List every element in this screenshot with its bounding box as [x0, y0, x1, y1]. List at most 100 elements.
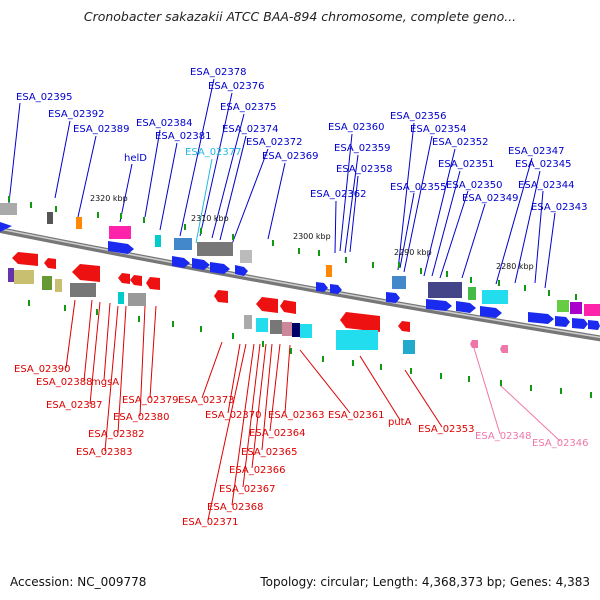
gene-arrow[interactable]: [386, 292, 400, 303]
gene-block[interactable]: [128, 293, 146, 306]
gene-label-esa-02368[interactable]: ESA_02368: [207, 502, 264, 513]
gene-block[interactable]: [557, 300, 569, 312]
gene-label-puta[interactable]: putA: [388, 417, 412, 428]
gene-label-esa-02347[interactable]: ESA_02347: [508, 146, 565, 157]
gene-label-mgsa[interactable]: mgsA: [91, 377, 119, 388]
gene-arrow[interactable]: [72, 264, 100, 282]
gene-arrow[interactable]: [192, 258, 210, 270]
gene-label-esa-02382[interactable]: ESA_02382: [88, 429, 145, 440]
gene-label-esa-02370[interactable]: ESA_02370: [205, 410, 262, 421]
gene-arrow[interactable]: [210, 262, 230, 274]
gene-label-esa-02358[interactable]: ESA_02358: [336, 164, 393, 175]
gene-label-esa-02366[interactable]: ESA_02366: [229, 465, 286, 476]
gene-label-esa-02350[interactable]: ESA_02350: [446, 180, 503, 191]
gene-arrow[interactable]: [572, 318, 588, 329]
gene-label-esa-02381[interactable]: ESA_02381: [155, 131, 212, 142]
gene-label-esa-02359[interactable]: ESA_02359: [334, 143, 391, 154]
gene-label-esa-02344[interactable]: ESA_02344: [518, 180, 575, 191]
gene-block[interactable]: [47, 212, 53, 224]
gene-block[interactable]: [55, 279, 62, 292]
gene-block[interactable]: [109, 226, 131, 239]
gene-block[interactable]: [76, 217, 82, 229]
gene-label-esa-02367[interactable]: ESA_02367: [219, 484, 276, 495]
gene-label-esa-02349[interactable]: ESA_02349: [462, 193, 519, 204]
gene-arrow[interactable]: [146, 277, 160, 290]
gene-arrow[interactable]: [280, 300, 296, 314]
gene-arrow[interactable]: [500, 345, 508, 353]
gene-block[interactable]: [118, 292, 124, 304]
gene-label-esa-02363[interactable]: ESA_02363: [268, 410, 325, 421]
gene-block[interactable]: [403, 340, 415, 354]
gene-label-esa-02390[interactable]: ESA_02390: [14, 364, 71, 375]
gene-arrow[interactable]: [588, 320, 600, 330]
gene-block[interactable]: [392, 276, 406, 289]
gene-block[interactable]: [174, 238, 192, 250]
gene-label-held[interactable]: helD: [124, 153, 147, 164]
gene-block[interactable]: [482, 290, 508, 304]
gene-label-esa-02383[interactable]: ESA_02383: [76, 447, 133, 458]
forward-strand-genes[interactable]: [0, 203, 600, 330]
gene-block[interactable]: [270, 320, 282, 334]
gene-arrow[interactable]: [256, 297, 278, 313]
gene-arrow[interactable]: [0, 222, 12, 232]
gene-label-esa-02348[interactable]: ESA_02348: [475, 431, 532, 442]
gene-label-esa-02351[interactable]: ESA_02351: [438, 159, 495, 170]
gene-label-esa-02360[interactable]: ESA_02360: [328, 122, 385, 133]
gene-label-esa-02375[interactable]: ESA_02375: [220, 102, 277, 113]
gene-block[interactable]: [300, 324, 312, 338]
gene-block[interactable]: [42, 276, 52, 290]
gene-block[interactable]: [14, 270, 34, 284]
gene-label-esa-02354[interactable]: ESA_02354: [410, 124, 467, 135]
gene-arrow[interactable]: [480, 306, 502, 318]
gene-block[interactable]: [0, 203, 17, 215]
forward-gene-labels[interactable]: ESA_02395 ESA_02392 ESA_02389 ESA_02384 ESA_…: [16, 67, 588, 213]
gene-label-esa-02389[interactable]: ESA_02389: [73, 124, 130, 135]
gene-arrow[interactable]: [316, 282, 328, 292]
gene-label-esa-02355[interactable]: ESA_02355: [390, 182, 447, 193]
gene-label-esa-02372[interactable]: ESA_02372: [246, 137, 303, 148]
gene-block[interactable]: [256, 318, 268, 332]
gene-block[interactable]: [8, 268, 14, 282]
reverse-strand-genes[interactable]: [8, 252, 508, 354]
gene-label-esa-02343[interactable]: ESA_02343: [531, 202, 588, 213]
gene-label-esa-02380[interactable]: ESA_02380: [113, 412, 170, 423]
gene-label-esa-02395[interactable]: ESA_02395: [16, 92, 73, 103]
gene-block[interactable]: [155, 235, 161, 247]
gene-arrow[interactable]: [118, 273, 130, 284]
gene-arrow[interactable]: [398, 321, 410, 332]
gene-arrow[interactable]: [528, 312, 554, 324]
gene-label-esa-02345[interactable]: ESA_02345: [515, 159, 572, 170]
gene-label-esa-02373[interactable]: ESA_02373: [178, 395, 235, 406]
gene-label-esa-02378[interactable]: ESA_02378: [190, 67, 247, 78]
gene-block[interactable]: [282, 322, 292, 336]
gene-label-esa-02361[interactable]: ESA_02361: [328, 410, 385, 421]
gene-label-esa-02352[interactable]: ESA_02352: [432, 137, 489, 148]
gene-label-esa-02374[interactable]: ESA_02374: [222, 124, 279, 135]
gene-label-esa-02387[interactable]: ESA_02387: [46, 400, 103, 411]
gene-label-esa-02376[interactable]: ESA_02376: [208, 81, 265, 92]
gene-arrow[interactable]: [108, 241, 134, 254]
gene-arrow[interactable]: [44, 258, 56, 269]
gene-arrow[interactable]: [235, 265, 248, 276]
gene-block[interactable]: [244, 315, 252, 329]
gene-label-esa-02362[interactable]: ESA_02362: [310, 189, 367, 200]
gene-label-esa-02356[interactable]: ESA_02356: [390, 111, 447, 122]
gene-block[interactable]: [428, 282, 462, 298]
gene-label-esa-02392[interactable]: ESA_02392: [48, 109, 105, 120]
gene-label-esa-02379[interactable]: ESA_02379: [122, 395, 179, 406]
gene-block[interactable]: [570, 302, 582, 314]
gene-label-esa-02371[interactable]: ESA_02371: [182, 517, 239, 528]
gene-block[interactable]: [240, 250, 252, 263]
gene-arrow[interactable]: [214, 290, 228, 303]
gene-block[interactable]: [468, 287, 476, 300]
gene-block[interactable]: [70, 283, 96, 297]
gene-label-esa-02364[interactable]: ESA_02364: [249, 428, 306, 439]
gene-label-esa-02365[interactable]: ESA_02365: [241, 447, 298, 458]
gene-arrow[interactable]: [426, 299, 452, 311]
gene-block[interactable]: [326, 265, 332, 277]
gene-arrow[interactable]: [172, 256, 190, 268]
gene-arrow[interactable]: [456, 301, 476, 313]
gene-label-esa-02377[interactable]: ESA_02377: [185, 147, 242, 158]
gene-arrow[interactable]: [12, 252, 38, 266]
